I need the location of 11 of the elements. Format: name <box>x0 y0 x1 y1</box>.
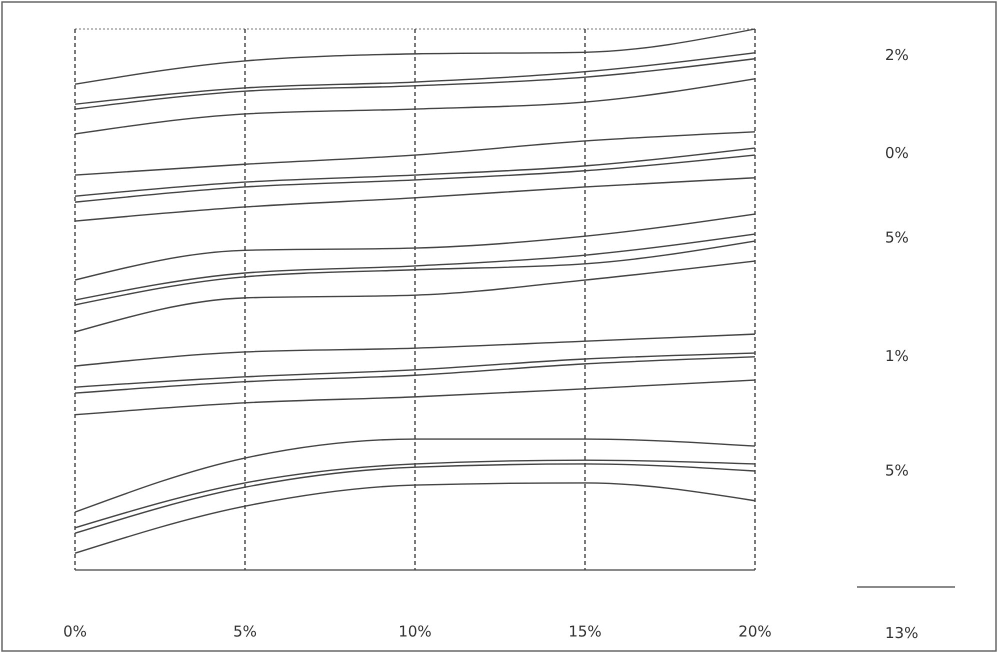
text: 5% <box>885 228 909 247</box>
x-tick-label: 20% <box>738 622 772 641</box>
text: 0% <box>885 144 909 162</box>
x-tick-label: 0% <box>63 622 87 641</box>
text: 2% <box>885 46 909 64</box>
x-tick-label: 10% <box>398 622 432 641</box>
text: 13% <box>885 624 918 642</box>
x-tick-label: 15% <box>568 622 602 641</box>
text: 5% <box>885 461 909 480</box>
text: 1% <box>885 347 909 366</box>
x-tick-label: 5% <box>233 622 257 641</box>
